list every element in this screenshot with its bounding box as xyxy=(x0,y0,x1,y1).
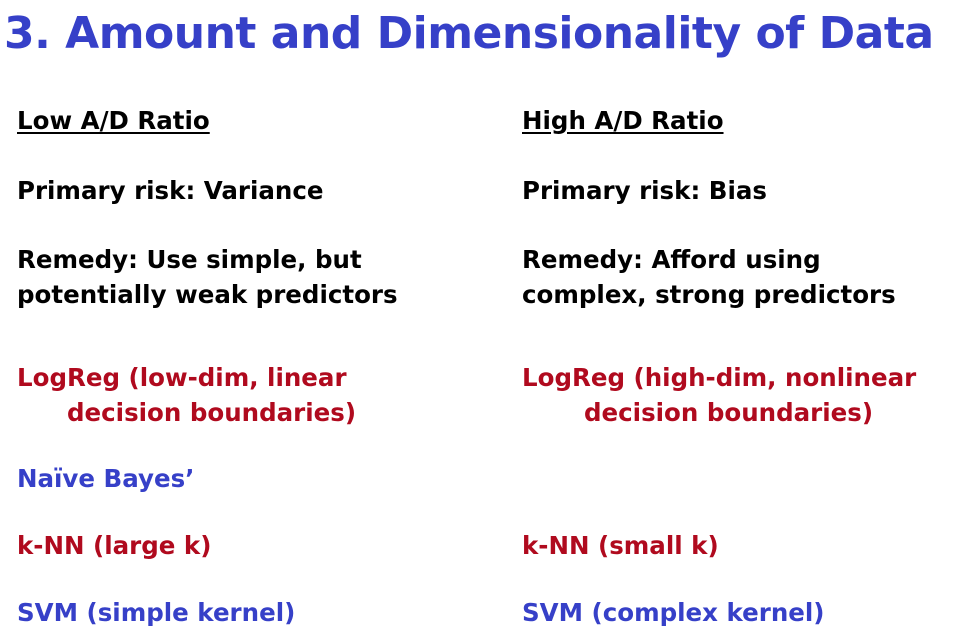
low-ad-naive-bayes: Naïve Bayes’ xyxy=(17,464,195,493)
high-ad-remedy-line2: complex, strong predictors xyxy=(522,280,896,309)
low-ad-logreg-line2: decision boundaries) xyxy=(67,398,357,427)
high-ad-ratio-heading: High A/D Ratio xyxy=(522,106,724,135)
high-ad-knn: k-NN (small k) xyxy=(522,531,719,560)
high-ad-logreg: LogReg (high-dim, nonlinear decision bou… xyxy=(522,360,916,430)
slide-title: 3. Amount and Dimensionality of Data xyxy=(4,8,934,59)
low-ad-logreg: LogReg (low-dim, linear decision boundar… xyxy=(17,360,356,430)
low-ad-remedy-line1: Remedy: Use simple, but xyxy=(17,245,362,274)
high-ad-logreg-line2: decision boundaries) xyxy=(584,398,874,427)
low-ad-remedy: Remedy: Use simple, but potentially weak… xyxy=(17,242,398,312)
low-ad-logreg-line1: LogReg (low-dim, linear xyxy=(17,363,347,392)
low-ad-ratio-heading: Low A/D Ratio xyxy=(17,106,210,135)
low-ad-remedy-line2: potentially weak predictors xyxy=(17,280,398,309)
high-ad-svm: SVM (complex kernel) xyxy=(522,598,825,627)
low-ad-knn: k-NN (large k) xyxy=(17,531,212,560)
high-ad-remedy-line1: Remedy: Afford using xyxy=(522,245,821,274)
high-ad-remedy: Remedy: Afford using complex, strong pre… xyxy=(522,242,896,312)
high-ad-logreg-line1: LogReg (high-dim, nonlinear xyxy=(522,363,917,392)
low-ad-primary-risk: Primary risk: Variance xyxy=(17,176,324,205)
low-ad-svm: SVM (simple kernel) xyxy=(17,598,296,627)
high-ad-primary-risk: Primary risk: Bias xyxy=(522,176,767,205)
